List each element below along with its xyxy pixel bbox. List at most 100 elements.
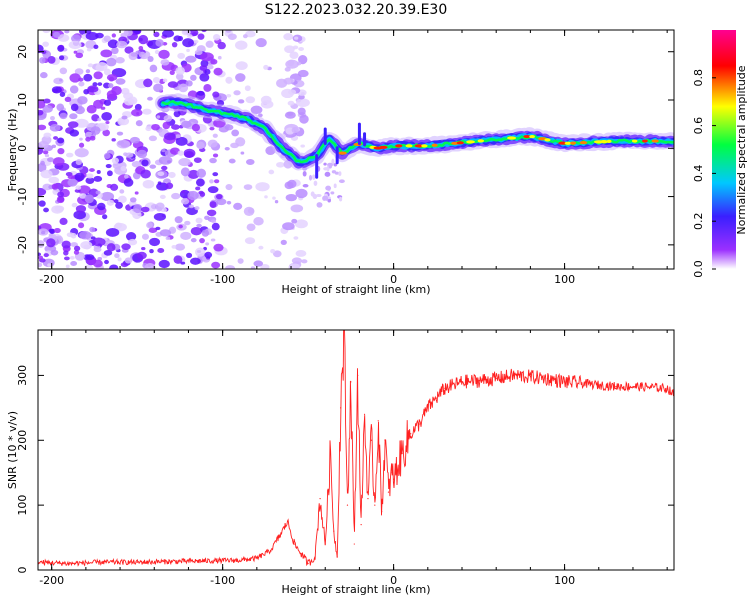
spectrogram-noise-blob — [244, 184, 253, 190]
snr-data-point — [280, 534, 281, 535]
spectrogram-noise-blob — [241, 151, 245, 154]
spectrogram-noise-blob — [163, 122, 171, 129]
snr-data-point — [381, 511, 382, 512]
snr-data-point — [371, 440, 372, 441]
spectrogram-noise-blob — [153, 84, 163, 93]
snr-y-tick-label: 0 — [16, 567, 29, 574]
spectrogram-noise-blob — [116, 140, 130, 149]
spectrogram-noise-blob — [75, 185, 81, 189]
spectrogram-noise-blob — [233, 203, 242, 210]
spectrogram-noise-blob — [47, 157, 54, 162]
spectrogram-noise-blob — [86, 173, 93, 178]
snr-data-point — [205, 560, 206, 561]
spectrogram-noise-blob — [286, 194, 297, 201]
spectrogram-noise-blob — [79, 231, 91, 240]
snr-data-point — [294, 543, 295, 544]
snr-data-point — [581, 383, 582, 384]
spectrogram-noise-blob — [174, 255, 183, 264]
spectrogram-noise-blob — [89, 168, 95, 172]
spectrogram-noise-blob — [43, 28, 51, 33]
spectrogram-noise-blob — [316, 194, 322, 197]
spectrogram-noise-blob — [192, 124, 200, 132]
spectrogram-noise-blob — [195, 187, 200, 191]
spectrogram-noise-blob — [175, 244, 185, 251]
spectrogram-noise-blob — [146, 222, 153, 228]
spectrogram-noise-blob — [114, 253, 119, 258]
spectrogram-noise-blob — [46, 238, 55, 247]
spectrogram-noise-blob — [245, 237, 255, 244]
spectrogram-noise-blob — [317, 202, 323, 208]
snr-data-point — [319, 498, 320, 499]
snr-data-point — [374, 505, 375, 506]
spectrogram-noise-blob — [181, 198, 189, 204]
spectrogram-noise-blob — [245, 85, 251, 91]
spectrogram-noise-blob — [275, 200, 278, 203]
spectrogram-noise-blob — [155, 227, 160, 230]
spectrogram-noise-blob — [190, 75, 197, 81]
spectrogram-noise-blob — [213, 34, 220, 41]
spectrogram-noise-blob — [213, 68, 222, 76]
snr-data-point — [378, 420, 379, 421]
spectrogram-noise-blob — [47, 263, 51, 267]
spectrogram-noise-blob — [200, 52, 214, 61]
spectrogram-noise-blob — [303, 184, 309, 188]
spectrogram-noise-blob — [107, 200, 114, 206]
spectrogram-noise-blob — [101, 112, 112, 121]
spectrogram-noise-blob — [248, 208, 254, 214]
spectrogram-noise-blob — [195, 248, 205, 257]
spectrogram-noise-blob — [276, 162, 285, 168]
figure-title: S122.2023.032.20.39.E30 — [265, 2, 448, 18]
spectrogram-noise-blob — [130, 137, 140, 144]
spectrogram-noise-blob — [298, 47, 304, 51]
spectrogram-noise-blob — [116, 41, 127, 48]
spectrogram-noise-blob — [261, 100, 274, 108]
snr-x-label: Height of straight line (km) — [281, 583, 430, 596]
spectrogram-noise-blob — [216, 198, 226, 205]
snr-data-point — [615, 386, 616, 387]
spectrogram-noise-blob — [108, 83, 114, 88]
snr-data-point — [364, 414, 365, 415]
spectrogram-noise-blob — [338, 171, 341, 176]
spectrogram-noise-blob — [57, 192, 64, 198]
snr-data-point — [547, 378, 548, 379]
spectrogram-noise-blob — [268, 170, 274, 175]
spectrogram-noise-blob — [71, 104, 79, 112]
snr-x-tick-label: -200 — [39, 574, 64, 587]
spectrogram-noise-blob — [97, 82, 102, 86]
spectrogram-noise-blob — [212, 172, 218, 176]
spectrogram-noise-blob — [137, 150, 147, 158]
spectrogram-noise-blob — [339, 197, 342, 202]
spectrogram-noise-blob — [181, 190, 185, 193]
spectrogram-noise-blob — [282, 222, 295, 230]
spectrogram-noise-blob — [176, 137, 188, 146]
spectrogram-noise-blob — [39, 200, 46, 206]
spectrogram-noise-blob — [303, 171, 307, 177]
spectrogram-noise-blob — [161, 149, 166, 152]
spectrogram-noise-blob — [60, 68, 68, 75]
spectrogram-noise-blob — [210, 201, 217, 208]
spectrogram-noise-blob — [285, 181, 294, 189]
spectrogram-noise-blob — [104, 153, 111, 159]
spectrogram-noise-blob — [70, 85, 79, 93]
spectrogram-hot-spot — [507, 136, 516, 139]
spectrogram-noise-blob — [96, 190, 101, 194]
spectrogram-noise-blob — [41, 231, 45, 234]
spectrogram-noise-blob — [131, 109, 142, 116]
spectrogram-noise-blob — [102, 214, 107, 219]
spectrogram-x-tick-label: -100 — [210, 273, 235, 286]
spectrogram-noise-blob — [247, 223, 256, 231]
spectrogram-noise-blob — [233, 90, 240, 95]
spectrogram-noise-blob — [107, 170, 113, 176]
spectrogram-hot-spot — [642, 139, 648, 142]
spectrogram-noise-blob — [294, 37, 298, 40]
spectrogram-noise-blob — [57, 148, 64, 154]
spectrogram-noise-blob — [190, 258, 201, 265]
spectrogram-noise-blob — [53, 157, 65, 166]
spectrogram-noise-blob — [217, 42, 225, 49]
spectrogram-noise-blob — [212, 223, 220, 231]
colorbar-tick-label: 0.8 — [692, 69, 705, 87]
spectrogram-noise-blob — [236, 61, 248, 70]
spectrogram-hot-spot — [632, 139, 638, 142]
snr-data-point — [384, 440, 385, 441]
spectrogram-noise-blob — [211, 262, 220, 269]
